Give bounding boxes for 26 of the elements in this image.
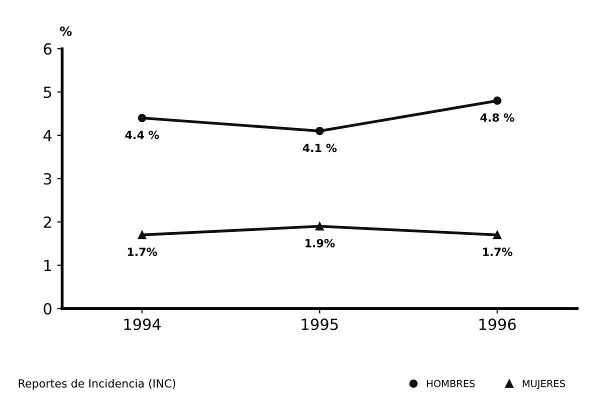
data-label: 4.1 % bbox=[302, 144, 337, 152]
data-label: 4.4 % bbox=[125, 130, 160, 140]
data-label: 1.9% bbox=[306, 238, 335, 248]
y-tick-label: 0 bbox=[44, 303, 52, 315]
data-label: 1.7% bbox=[483, 248, 512, 256]
data-label: 1.7% bbox=[128, 248, 158, 256]
point bbox=[316, 222, 324, 230]
x-tick-label: 1995 bbox=[302, 318, 338, 330]
x-tick-label: 1996 bbox=[480, 318, 516, 330]
y-axis-title: % bbox=[60, 26, 72, 36]
y-tick-label: 1 bbox=[44, 260, 52, 272]
point bbox=[493, 96, 502, 105]
point bbox=[138, 114, 146, 122]
y-tick-label: 4 bbox=[43, 130, 52, 142]
legend-label: HOMBRES bbox=[427, 380, 475, 388]
point bbox=[316, 126, 324, 136]
legend-label: MUJERES bbox=[522, 380, 565, 390]
y-tick-label: 2 bbox=[44, 216, 51, 228]
y-tick-label: 5 bbox=[44, 86, 52, 98]
text: Reportes de Incidencia (INC) bbox=[18, 379, 176, 390]
y-tick-label: 6 bbox=[44, 43, 52, 55]
point bbox=[493, 230, 502, 240]
y-tick-label: 3 bbox=[44, 173, 52, 185]
data-label: 4.8 % bbox=[480, 113, 514, 122]
x-tick-label: 1994 bbox=[124, 318, 161, 330]
point bbox=[138, 230, 146, 240]
